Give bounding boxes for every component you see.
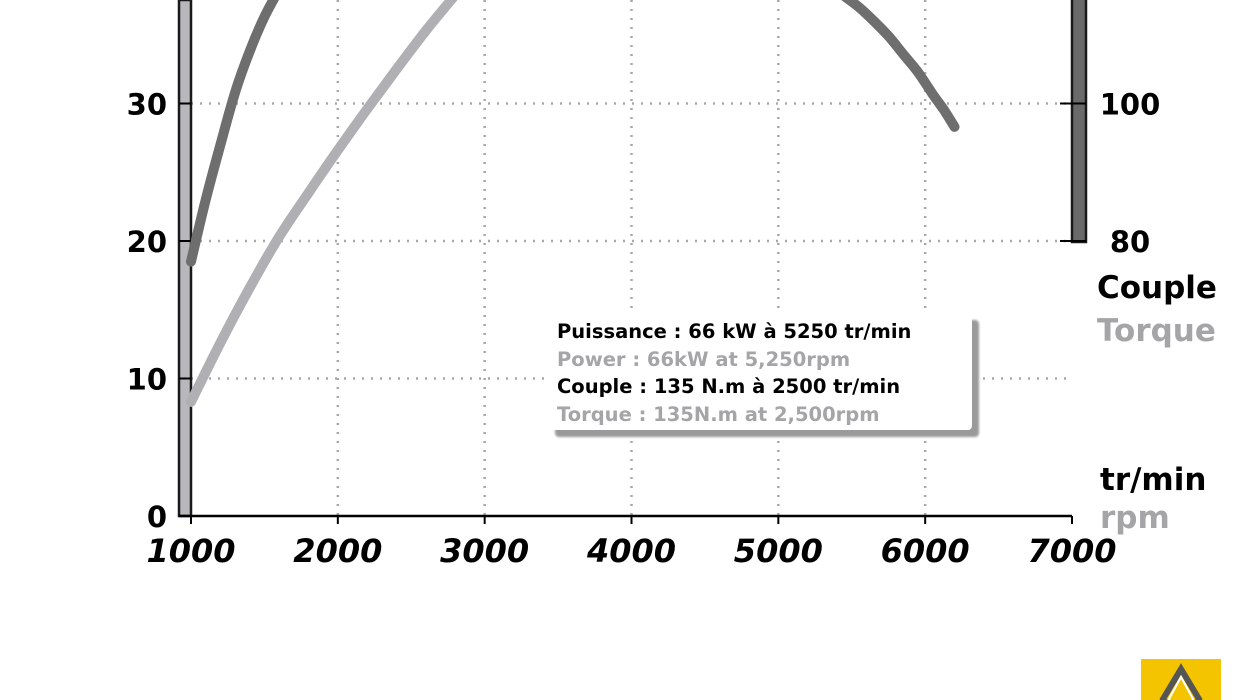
y-tick-label-0: 0 <box>147 500 167 534</box>
x-tick-label-7000: 7000 <box>1027 532 1116 570</box>
right-axis-bar <box>1070 0 1088 244</box>
series-line-1 <box>841 0 960 132</box>
unit-label-trmin: tr/min <box>1100 462 1206 498</box>
annotation-torque-en: Torque : 135N.m at 2,500rpm <box>557 402 880 426</box>
right-tick-label-100: 100 <box>1100 88 1161 122</box>
tick-marks <box>179 102 1086 524</box>
x-tick-label-4000: 4000 <box>586 532 676 570</box>
unit-label-rpm: rpm <box>1100 500 1170 536</box>
x-tick-label-3000: 3000 <box>440 532 529 570</box>
right-tick-label-80: 80 <box>1110 225 1150 259</box>
annotation-torque-fr: Couple : 135 N.m à 2500 tr/min <box>557 375 901 398</box>
unit-label-torque: Torque <box>1097 313 1216 349</box>
specs-annotation-box: Puissance : 66 kW à 5250 tr/min Power : … <box>548 313 972 430</box>
axes <box>177 0 1088 518</box>
unit-labels: Couple Torque tr/min rpm <box>1097 270 1217 536</box>
y-tick-label-10: 10 <box>127 363 167 397</box>
x-tick-label-1000: 1000 <box>146 532 235 570</box>
series <box>186 0 960 407</box>
series-line-0 <box>186 0 279 267</box>
x-tick-label-6000: 6000 <box>881 532 970 570</box>
annotation-power-en: Power : 66kW at 5,250rpm <box>557 347 851 371</box>
grid <box>191 0 1072 516</box>
annotation-power-fr: Puissance : 66 kW à 5250 tr/min <box>557 320 912 343</box>
renault-logo <box>1141 659 1221 700</box>
x-tick-label-2000: 2000 <box>293 532 382 570</box>
unit-label-couple: Couple <box>1097 270 1217 306</box>
tick-labels: 1000 2000 3000 4000 5000 6000 7000 0 10 20 30 80 100 <box>127 88 1161 571</box>
y-tick-label-30: 30 <box>127 88 167 122</box>
series-line-2 <box>186 0 458 407</box>
x-tick-label-5000: 5000 <box>734 532 823 570</box>
y-tick-label-20: 20 <box>127 225 167 259</box>
renault-diamond-icon <box>1159 663 1203 700</box>
